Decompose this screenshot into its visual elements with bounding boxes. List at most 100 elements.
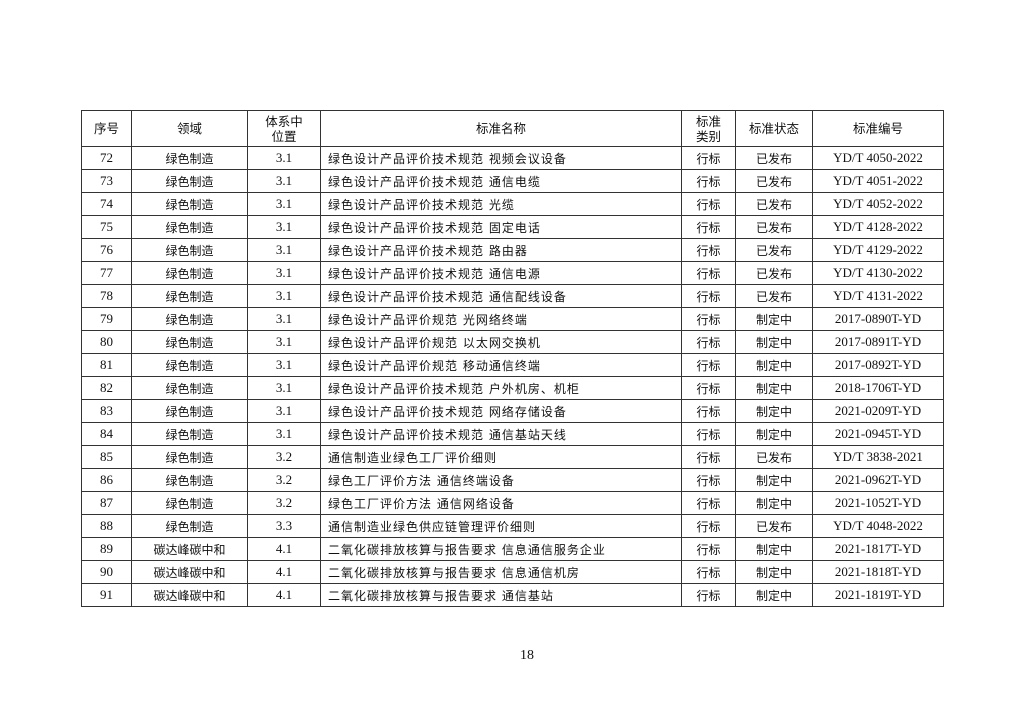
cell-category: 行标 xyxy=(681,261,736,285)
cell-status: 已发布 xyxy=(735,146,813,170)
cell-index: 89 xyxy=(81,537,132,561)
cell-status: 制定中 xyxy=(735,307,813,331)
header-category: 标准 类别 xyxy=(681,110,736,147)
cell-status: 制定中 xyxy=(735,330,813,354)
cell-standard-code: 2018-1706T-YD xyxy=(812,376,944,400)
cell-category: 行标 xyxy=(681,422,736,446)
table-row: 73 绿色制造 3.1 绿色设计产品评价技术规范 通信电缆 行标 已发布 YD/T 4051… xyxy=(81,169,944,193)
cell-status: 制定中 xyxy=(735,376,813,400)
cell-standard-name: 绿色工厂评价方法 通信终端设备 xyxy=(320,468,682,492)
cell-category: 行标 xyxy=(681,537,736,561)
table-header-row: 序号 领域 体系中 位置 标准名称 标准 类别 标准状态 标准编号 xyxy=(81,110,944,147)
cell-standard-name: 通信制造业绿色供应链管理评价细则 xyxy=(320,514,682,538)
cell-index: 88 xyxy=(81,514,132,538)
cell-index: 90 xyxy=(81,560,132,584)
cell-index: 81 xyxy=(81,353,132,377)
cell-index: 79 xyxy=(81,307,132,331)
table-row: 78 绿色制造 3.1 绿色设计产品评价技术规范 通信配线设备 行标 已发布 YD/T 41… xyxy=(81,284,944,308)
cell-standard-name: 通信制造业绿色工厂评价细则 xyxy=(320,445,682,469)
cell-domain: 碳达峰碳中和 xyxy=(131,560,248,584)
cell-domain: 绿色制造 xyxy=(131,215,248,239)
cell-standard-name: 绿色设计产品评价技术规范 通信配线设备 xyxy=(320,284,682,308)
cell-position: 3.1 xyxy=(247,307,321,331)
cell-index: 85 xyxy=(81,445,132,469)
cell-position: 3.2 xyxy=(247,468,321,492)
cell-position: 3.1 xyxy=(247,353,321,377)
cell-category: 行标 xyxy=(681,583,736,607)
cell-position: 3.1 xyxy=(247,376,321,400)
cell-standard-code: YD/T 4051-2022 xyxy=(812,169,944,193)
cell-status: 制定中 xyxy=(735,422,813,446)
cell-standard-code: YD/T 3838-2021 xyxy=(812,445,944,469)
cell-domain: 绿色制造 xyxy=(131,399,248,423)
cell-index: 74 xyxy=(81,192,132,216)
cell-category: 行标 xyxy=(681,238,736,262)
table-row: 74 绿色制造 3.1 绿色设计产品评价技术规范 光缆 行标 已发布 YD/T 4052-2… xyxy=(81,192,944,216)
cell-status: 已发布 xyxy=(735,192,813,216)
cell-index: 80 xyxy=(81,330,132,354)
cell-standard-name: 绿色设计产品评价技术规范 通信电缆 xyxy=(320,169,682,193)
cell-domain: 绿色制造 xyxy=(131,192,248,216)
cell-domain: 绿色制造 xyxy=(131,238,248,262)
cell-status: 已发布 xyxy=(735,445,813,469)
cell-standard-code: 2021-0962T-YD xyxy=(812,468,944,492)
cell-standard-code: 2017-0890T-YD xyxy=(812,307,944,331)
cell-domain: 绿色制造 xyxy=(131,376,248,400)
cell-standard-name: 绿色设计产品评价技术规范 路由器 xyxy=(320,238,682,262)
cell-domain: 绿色制造 xyxy=(131,146,248,170)
cell-index: 84 xyxy=(81,422,132,446)
cell-status: 已发布 xyxy=(735,261,813,285)
cell-position: 4.1 xyxy=(247,583,321,607)
cell-position: 3.1 xyxy=(247,399,321,423)
table-row: 86 绿色制造 3.2 绿色工厂评价方法 通信终端设备 行标 制定中 2021-0962T-… xyxy=(81,468,944,492)
cell-position: 3.2 xyxy=(247,445,321,469)
cell-standard-name: 绿色设计产品评价规范 移动通信终端 xyxy=(320,353,682,377)
cell-category: 行标 xyxy=(681,376,736,400)
cell-domain: 绿色制造 xyxy=(131,491,248,515)
cell-position: 3.1 xyxy=(247,261,321,285)
table-row: 87 绿色制造 3.2 绿色工厂评价方法 通信网络设备 行标 制定中 2021-1052T-… xyxy=(81,491,944,515)
cell-index: 75 xyxy=(81,215,132,239)
cell-position: 4.1 xyxy=(247,560,321,584)
cell-index: 87 xyxy=(81,491,132,515)
table-row: 88 绿色制造 3.3 通信制造业绿色供应链管理评价细则 行标 已发布 YD/T 4048-… xyxy=(81,514,944,538)
cell-position: 3.1 xyxy=(247,238,321,262)
cell-standard-code: 2017-0892T-YD xyxy=(812,353,944,377)
cell-position: 3.1 xyxy=(247,284,321,308)
cell-status: 已发布 xyxy=(735,284,813,308)
cell-standard-code: YD/T 4050-2022 xyxy=(812,146,944,170)
cell-index: 78 xyxy=(81,284,132,308)
cell-category: 行标 xyxy=(681,284,736,308)
cell-standard-name: 绿色设计产品评价技术规范 通信基站天线 xyxy=(320,422,682,446)
cell-position: 4.1 xyxy=(247,537,321,561)
cell-standard-code: YD/T 4130-2022 xyxy=(812,261,944,285)
cell-standard-code: YD/T 4048-2022 xyxy=(812,514,944,538)
cell-domain: 绿色制造 xyxy=(131,330,248,354)
cell-domain: 绿色制造 xyxy=(131,353,248,377)
cell-category: 行标 xyxy=(681,307,736,331)
cell-domain: 绿色制造 xyxy=(131,468,248,492)
header-index: 序号 xyxy=(81,110,132,147)
cell-category: 行标 xyxy=(681,192,736,216)
cell-status: 制定中 xyxy=(735,353,813,377)
table-row: 91 碳达峰碳中和 4.1 二氧化碳排放核算与报告要求 通信基站 行标 制定中 2021-1… xyxy=(81,583,944,607)
cell-standard-code: 2021-1052T-YD xyxy=(812,491,944,515)
cell-category: 行标 xyxy=(681,445,736,469)
cell-status: 已发布 xyxy=(735,169,813,193)
cell-index: 76 xyxy=(81,238,132,262)
table-row: 85 绿色制造 3.2 通信制造业绿色工厂评价细则 行标 已发布 YD/T 3838-202… xyxy=(81,445,944,469)
cell-standard-name: 绿色设计产品评价规范 光网络终端 xyxy=(320,307,682,331)
header-status: 标准状态 xyxy=(735,110,813,147)
cell-index: 86 xyxy=(81,468,132,492)
cell-standard-code: 2021-0945T-YD xyxy=(812,422,944,446)
cell-category: 行标 xyxy=(681,514,736,538)
standards-table: 序号 领域 体系中 位置 标准名称 标准 类别 标准状态 标准编号 72 绿色制造… xyxy=(81,110,944,607)
cell-standard-code: 2017-0891T-YD xyxy=(812,330,944,354)
cell-standard-code: 2021-1817T-YD xyxy=(812,537,944,561)
cell-standard-name: 二氧化碳排放核算与报告要求 通信基站 xyxy=(320,583,682,607)
table-row: 90 碳达峰碳中和 4.1 二氧化碳排放核算与报告要求 信息通信机房 行标 制定中 2021… xyxy=(81,560,944,584)
table-row: 81 绿色制造 3.1 绿色设计产品评价规范 移动通信终端 行标 制定中 2017-0892… xyxy=(81,353,944,377)
cell-index: 73 xyxy=(81,169,132,193)
cell-status: 制定中 xyxy=(735,537,813,561)
table-row: 82 绿色制造 3.1 绿色设计产品评价技术规范 户外机房、机柜 行标 制定中 2018-1… xyxy=(81,376,944,400)
